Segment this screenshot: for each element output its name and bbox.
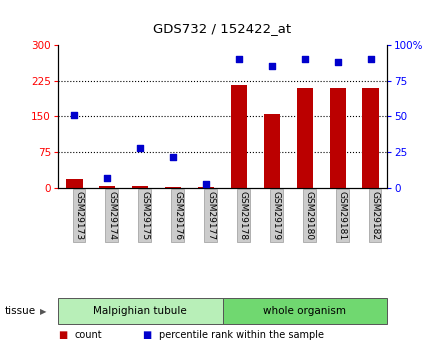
Point xyxy=(137,145,144,151)
Text: GSM29179: GSM29179 xyxy=(272,191,281,240)
Text: tissue: tissue xyxy=(4,306,36,316)
Bar xyxy=(231,86,247,188)
Text: GSM29174: GSM29174 xyxy=(107,191,116,240)
Point xyxy=(268,63,275,69)
Point xyxy=(334,59,341,65)
Point xyxy=(170,154,177,159)
Point xyxy=(367,57,374,62)
Text: GSM29182: GSM29182 xyxy=(371,191,380,240)
Bar xyxy=(264,114,280,188)
Text: GSM29180: GSM29180 xyxy=(305,191,314,240)
Point xyxy=(235,57,243,62)
Bar xyxy=(198,187,214,188)
Point xyxy=(104,175,111,181)
Bar xyxy=(296,88,313,188)
Bar xyxy=(132,186,149,188)
Text: GSM29177: GSM29177 xyxy=(206,191,215,240)
Text: ■: ■ xyxy=(142,330,152,340)
Point xyxy=(202,181,210,187)
Bar xyxy=(58,298,222,324)
Text: GSM29181: GSM29181 xyxy=(338,191,347,240)
Text: GSM29176: GSM29176 xyxy=(173,191,182,240)
Bar xyxy=(362,88,379,188)
Text: GSM29178: GSM29178 xyxy=(239,191,248,240)
Text: Malpighian tubule: Malpighian tubule xyxy=(93,306,187,316)
Text: GSM29175: GSM29175 xyxy=(140,191,149,240)
Bar xyxy=(99,186,116,188)
Text: GDS732 / 152422_at: GDS732 / 152422_at xyxy=(154,22,291,36)
Text: count: count xyxy=(75,330,102,340)
Text: GSM29173: GSM29173 xyxy=(74,191,83,240)
Text: ■: ■ xyxy=(58,330,67,340)
Point xyxy=(301,57,308,62)
Bar xyxy=(330,88,346,188)
Bar xyxy=(66,179,83,188)
Bar xyxy=(222,298,387,324)
Text: whole organism: whole organism xyxy=(263,306,346,316)
Point xyxy=(71,112,78,118)
Text: ▶: ▶ xyxy=(40,307,47,316)
Text: percentile rank within the sample: percentile rank within the sample xyxy=(159,330,324,340)
Bar xyxy=(165,187,182,188)
